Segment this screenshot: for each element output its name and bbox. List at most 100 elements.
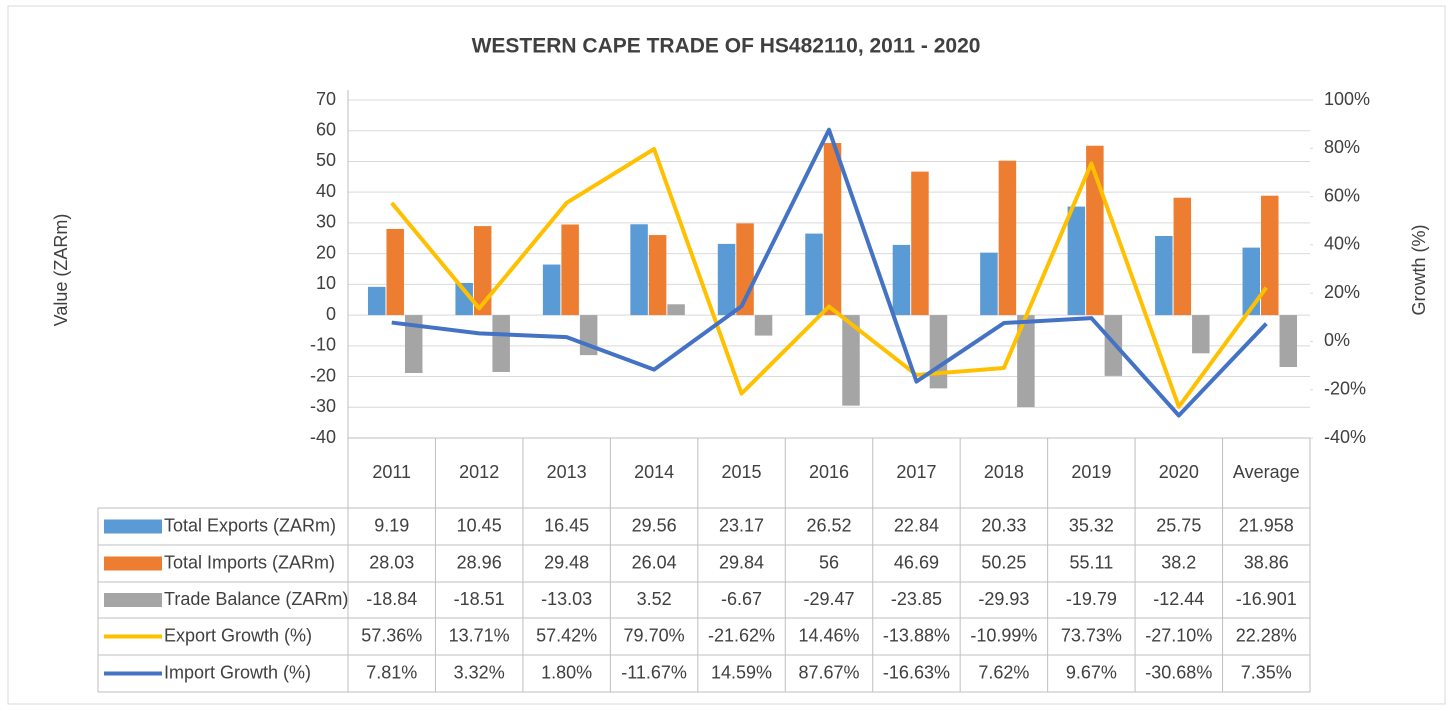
- table-cell: 46.69: [894, 552, 939, 572]
- y-axis-title: Value (ZARm): [51, 214, 71, 327]
- table-cell: 16.45: [544, 515, 589, 535]
- y2-tick-label: 20%: [1324, 282, 1360, 302]
- table-cell: -16.63%: [883, 662, 950, 682]
- table-cell: 29.84: [719, 552, 764, 572]
- bar: [1261, 195, 1279, 316]
- y-tick-label: -20: [310, 365, 336, 385]
- bar: [1067, 206, 1086, 316]
- legend-swatch: [104, 593, 162, 607]
- y2-tick-label: -20%: [1324, 378, 1366, 398]
- bar: [630, 224, 648, 316]
- table-cell: 13.71%: [449, 625, 510, 645]
- bar: [542, 264, 561, 316]
- table-cell: 26.04: [632, 552, 677, 572]
- table-cell: -29.47: [803, 589, 854, 609]
- table-header: 2012: [459, 462, 499, 482]
- table-cell: -18.51: [454, 589, 505, 609]
- bar: [386, 228, 404, 316]
- table-header: 2013: [547, 462, 587, 482]
- legend-swatch: [104, 556, 162, 571]
- bar: [1017, 315, 1035, 408]
- y-tick-label: 60: [316, 119, 336, 139]
- table-cell: 87.67%: [798, 662, 859, 682]
- legend-label: Export Growth (%): [164, 625, 312, 645]
- table-cell: -16.901: [1236, 589, 1297, 609]
- table-header: 2011: [372, 462, 411, 482]
- bar: [805, 233, 823, 316]
- y2-tick-label: 40%: [1324, 234, 1360, 254]
- table-cell: 9.19: [374, 515, 409, 535]
- table-cell: -11.67%: [621, 662, 687, 682]
- y-tick-label: 20: [316, 242, 336, 262]
- bar: [892, 244, 911, 316]
- table-cell: 14.59%: [711, 662, 772, 682]
- table-header: 2017: [896, 462, 936, 482]
- y-tick-label: 0: [326, 304, 336, 324]
- bar: [1279, 315, 1298, 368]
- table-cell: -6.67: [721, 589, 762, 609]
- y2-tick-label: 60%: [1324, 185, 1360, 205]
- table-cell: -13.88%: [883, 625, 950, 645]
- y-tick-label: -40: [310, 427, 336, 447]
- table-cell: 29.48: [544, 552, 589, 572]
- table-cell: 50.25: [981, 552, 1026, 572]
- table-cell: 22.84: [894, 515, 939, 535]
- bar: [717, 243, 736, 316]
- y2-tick-label: 100%: [1324, 89, 1370, 109]
- bar: [473, 226, 492, 316]
- table-cell: 1.80%: [541, 662, 592, 682]
- y-tick-label: 30: [316, 212, 336, 232]
- bar: [561, 224, 579, 316]
- y-tick-label: 10: [316, 273, 336, 293]
- table-cell: 73.73%: [1061, 625, 1122, 645]
- legend-label: Import Growth (%): [164, 662, 311, 682]
- table-cell: 25.75: [1156, 515, 1201, 535]
- y-tick-label: 70: [316, 89, 336, 109]
- table-header: 2016: [809, 462, 849, 482]
- table-cell: 28.03: [369, 552, 414, 572]
- table-header: Average: [1233, 462, 1300, 482]
- bar: [911, 171, 929, 316]
- table-cell: -13.03: [541, 589, 592, 609]
- table-cell: 56: [819, 552, 839, 572]
- legend-label: Total Imports (ZARm): [164, 552, 335, 572]
- table-cell: -21.62%: [708, 625, 775, 645]
- table-cell: 14.46%: [798, 625, 859, 645]
- table-header: 2019: [1071, 462, 1111, 482]
- table-cell: 29.56: [632, 515, 677, 535]
- bar: [1192, 315, 1210, 354]
- table-header: 2014: [634, 462, 674, 482]
- legend-label: Total Exports (ZARm): [164, 515, 336, 535]
- table-cell: -23.85: [891, 589, 942, 609]
- table-cell: 57.42%: [536, 625, 597, 645]
- bar: [1173, 197, 1192, 316]
- bar: [998, 160, 1017, 316]
- legend-label: Trade Balance (ZARm): [164, 589, 348, 609]
- legend-swatch: [104, 519, 162, 534]
- table-cell: -12.44: [1153, 589, 1204, 609]
- table-cell: 3.32%: [454, 662, 505, 682]
- table-cell: 9.67%: [1066, 662, 1117, 682]
- bar: [404, 315, 423, 373]
- table-cell: 3.52: [637, 589, 672, 609]
- bar: [667, 304, 685, 316]
- chart-title: WESTERN CAPE TRADE OF HS482110, 2011 - 2…: [472, 35, 981, 58]
- bar: [929, 315, 948, 389]
- table-cell: 21.958: [1239, 515, 1294, 535]
- table-cell: 7.81%: [366, 662, 417, 682]
- y-tick-label: 40: [316, 181, 336, 201]
- table-cell: 10.45: [457, 515, 502, 535]
- bar: [648, 235, 667, 316]
- y2-axis-title: Growth (%): [1409, 224, 1429, 315]
- table-cell: -18.84: [366, 589, 417, 609]
- table-cell: 26.52: [806, 515, 851, 535]
- y2-tick-label: 0%: [1324, 330, 1350, 350]
- table-cell: -29.93: [978, 589, 1029, 609]
- y-tick-label: 50: [316, 150, 336, 170]
- table-cell: 7.35%: [1241, 662, 1292, 682]
- bar: [980, 252, 998, 316]
- table-cell: -19.79: [1066, 589, 1117, 609]
- bar: [1155, 235, 1173, 316]
